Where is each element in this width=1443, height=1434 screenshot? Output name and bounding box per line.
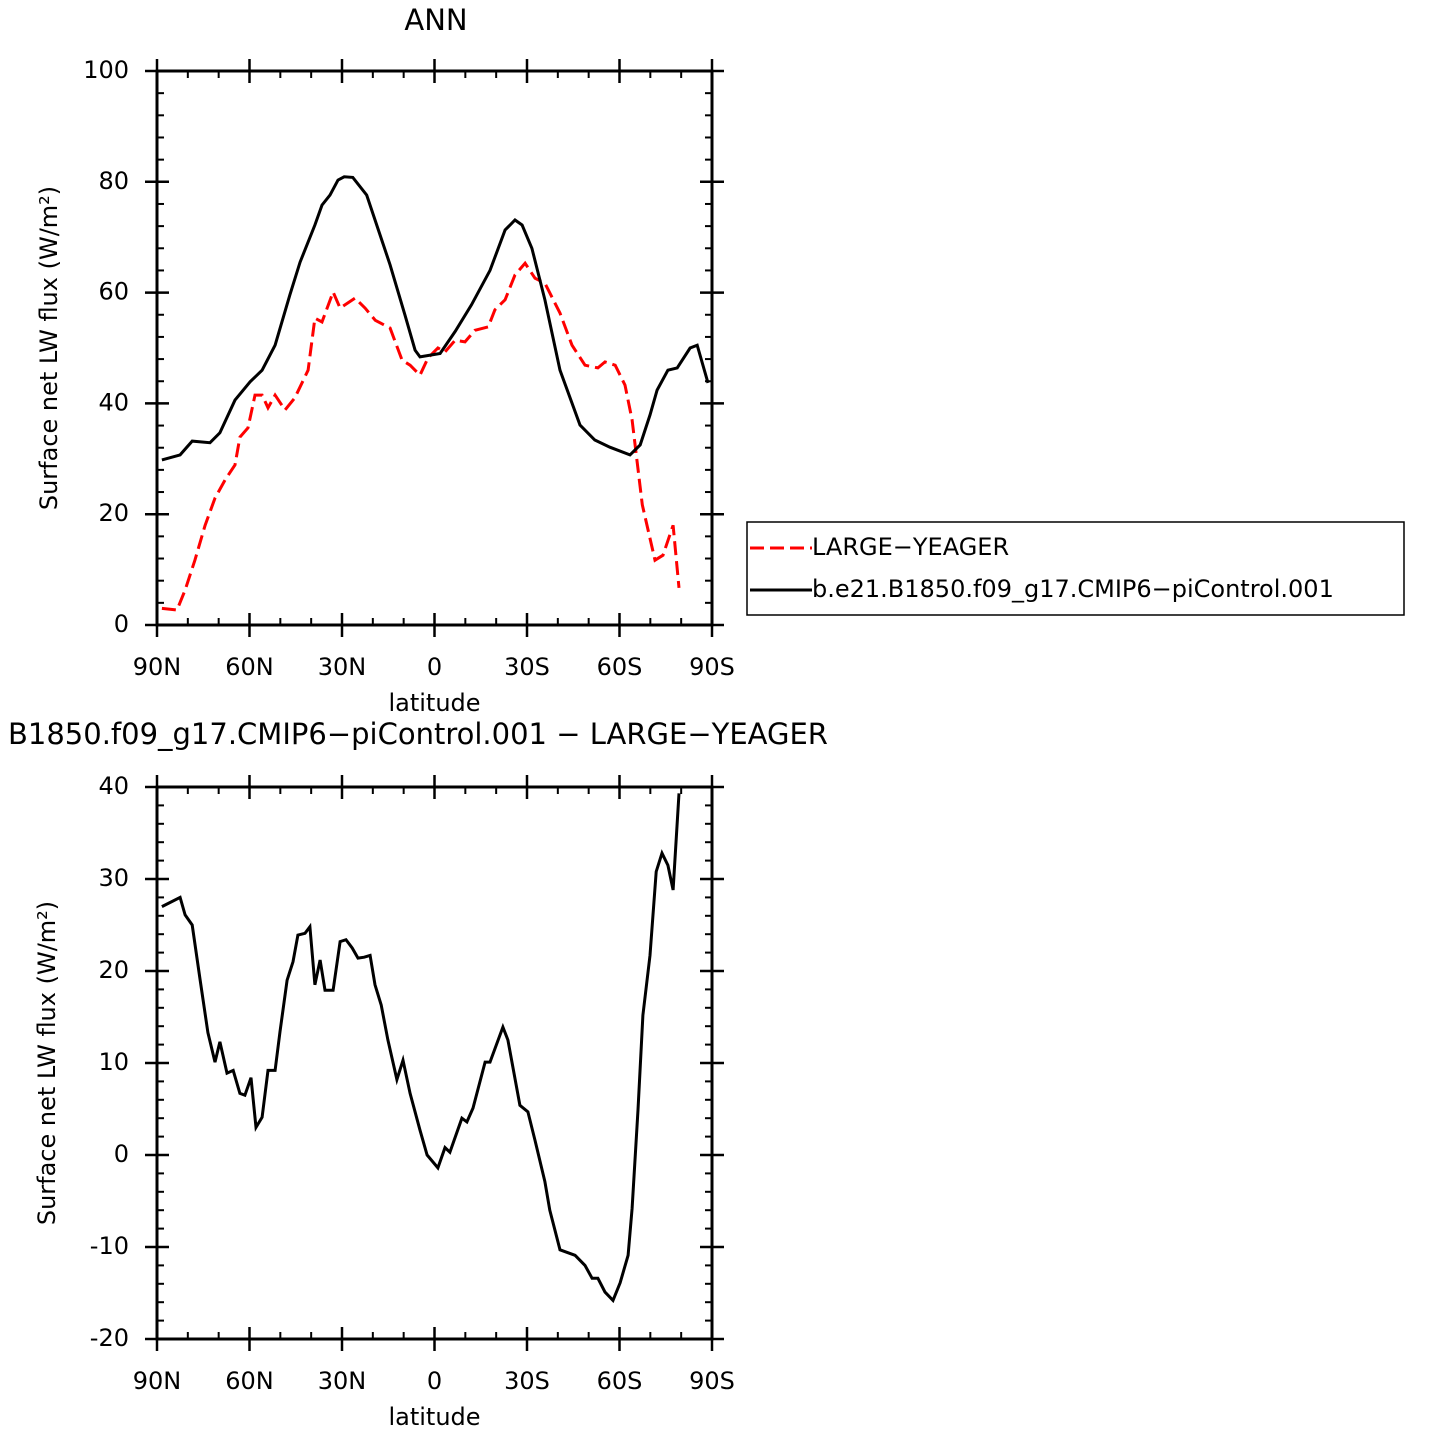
y-axis-label: Surface net LW flux (W/m²) [35, 186, 63, 510]
y-tick-label: 10 [98, 1048, 129, 1076]
data-line [161, 793, 681, 1304]
x-tick-label: 30N [318, 653, 367, 681]
y-tick-label: 40 [98, 772, 129, 800]
y-tick-label: 0 [114, 1140, 129, 1168]
legend-label: b.e21.B1850.f09_g17.CMIP6−piControl.001 [812, 575, 1334, 603]
x-tick-label: 30N [318, 1367, 367, 1395]
x-tick-label: 60N [225, 653, 274, 681]
x-tick-label: 90N [133, 1367, 182, 1395]
x-tick-label: 90S [689, 653, 735, 681]
plot-frame [155, 69, 714, 627]
x-tick-label: 60S [597, 653, 643, 681]
y-tick-label: 0 [114, 610, 129, 638]
x-tick-label: 0 [427, 653, 442, 681]
y-tick-label: 20 [98, 499, 129, 527]
chart-title: ANN [404, 3, 467, 37]
x-tick-label: 60S [597, 1367, 643, 1395]
x-tick-label: 30S [504, 653, 550, 681]
x-tick-label: 90S [689, 1367, 735, 1395]
data-line [161, 260, 681, 612]
y-tick-label: 80 [98, 167, 129, 195]
x-tick-label: 30S [504, 1367, 550, 1395]
y-tick-label: 30 [98, 864, 129, 892]
x-tick-label: 60N [225, 1367, 274, 1395]
y-axis-label: Surface net LW flux (W/m²) [33, 901, 61, 1225]
legend-label: LARGE−YEAGER [812, 533, 1009, 561]
chart-title: B1850.f09_g17.CMIP6−piControl.001 − LARG… [8, 717, 828, 751]
x-axis-label: latitude [388, 689, 480, 717]
data-line [161, 175, 710, 462]
x-tick-label: 90N [133, 653, 182, 681]
y-tick-label: 20 [98, 956, 129, 984]
y-tick-label: 60 [98, 278, 129, 306]
y-tick-label: 100 [83, 56, 129, 84]
x-tick-label: 0 [427, 1367, 442, 1395]
y-tick-label: -20 [90, 1324, 129, 1352]
legend-box [746, 521, 1405, 616]
x-axis-label: latitude [388, 1403, 480, 1431]
y-tick-label: -10 [90, 1232, 129, 1260]
y-tick-label: 40 [98, 388, 129, 416]
